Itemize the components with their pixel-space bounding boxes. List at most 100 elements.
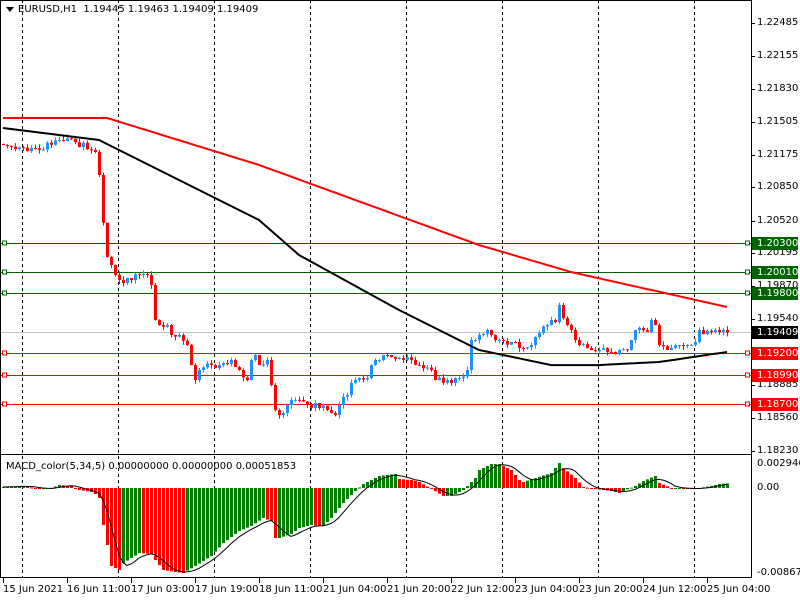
macd-bar xyxy=(678,488,681,489)
candle-bear xyxy=(654,319,657,326)
dropdown-triangle-icon[interactable] xyxy=(6,6,14,12)
macd-bar xyxy=(242,488,245,530)
macd-axis-label: 0.0029469 xyxy=(757,458,800,469)
macd-bar xyxy=(338,488,341,509)
candle-bear xyxy=(78,142,81,147)
candle-bear xyxy=(710,330,713,332)
time-axis-label: 17 Jun 03:00 xyxy=(131,584,195,595)
candle-bull xyxy=(398,358,401,360)
macd-bar xyxy=(614,488,617,493)
candle-bull xyxy=(678,345,681,347)
candle-bull xyxy=(694,342,697,346)
macd-bar xyxy=(310,488,313,525)
level-handle-icon xyxy=(745,290,750,296)
candle-bull xyxy=(134,274,137,281)
macd-bar xyxy=(94,488,97,495)
macd-bar xyxy=(34,488,37,489)
candle-bull xyxy=(230,360,233,364)
time-axis-label: 25 Jun 04:00 xyxy=(707,584,771,595)
macd-bar xyxy=(290,488,293,535)
candle-bull xyxy=(542,326,545,333)
macd-bar xyxy=(170,488,173,572)
candle-bear xyxy=(110,257,113,265)
candle-bear xyxy=(518,342,521,348)
macd-bar xyxy=(538,476,541,488)
macd-bar xyxy=(202,488,205,561)
macd-bar xyxy=(302,488,305,527)
macd-bar xyxy=(570,474,573,488)
candle-bull xyxy=(314,402,317,409)
candle-bull xyxy=(526,347,529,349)
candle-bull xyxy=(254,354,257,361)
candle-bull xyxy=(290,399,293,405)
candle-bull xyxy=(674,345,677,348)
price-axis-label: 1.18885 xyxy=(757,379,799,391)
macd-bar xyxy=(350,488,353,496)
candle-bull xyxy=(538,332,541,337)
macd-bar xyxy=(474,478,477,488)
candle-bear xyxy=(606,348,609,352)
time-axis-label: 16 Jun 11:00 xyxy=(67,584,131,595)
macd-bar xyxy=(618,488,621,494)
candle-bull xyxy=(426,367,429,369)
candle-bear xyxy=(50,142,53,145)
macd-bar xyxy=(426,486,429,488)
candle-bear xyxy=(150,275,153,285)
level-price-tag: 1.19200 xyxy=(752,347,798,361)
macd-bar xyxy=(182,488,185,573)
macd-bar xyxy=(98,488,101,498)
time-axis-label: 22 Jun 12:00 xyxy=(451,584,515,595)
macd-bar xyxy=(682,488,685,489)
candle-bear xyxy=(386,354,389,356)
macd-bar xyxy=(210,488,213,556)
macd-bar xyxy=(582,487,585,489)
price-axis-label: 1.22155 xyxy=(757,50,799,62)
price-axis-label: 1.18560 xyxy=(757,411,799,423)
macd-bar xyxy=(674,488,677,489)
current-price-tag: 1.19409 xyxy=(752,326,798,340)
macd-bar xyxy=(634,485,637,488)
candle-bull xyxy=(54,140,57,145)
candle-bear xyxy=(158,319,161,326)
candle-bear xyxy=(122,280,125,283)
level-handle-icon xyxy=(745,240,750,246)
candle-bear xyxy=(666,346,669,350)
macd-bar xyxy=(406,479,409,488)
candle-bull xyxy=(222,363,225,366)
macd-bar xyxy=(90,488,93,492)
candle-bear xyxy=(326,405,329,411)
macd-bar xyxy=(6,486,9,488)
macd-bar xyxy=(346,488,349,500)
price-axis-label: 1.20195 xyxy=(757,247,799,259)
candle-bear xyxy=(682,345,685,347)
candle-bull xyxy=(342,396,345,405)
macd-bar xyxy=(462,488,465,491)
candle-bull xyxy=(282,413,285,416)
candle-bull xyxy=(558,304,561,322)
macd-bar xyxy=(506,468,509,488)
candle-bear xyxy=(330,410,333,414)
candle-bear xyxy=(702,329,705,335)
macd-bar xyxy=(418,481,421,488)
time-axis-label: 15 Jun 2021 xyxy=(3,584,64,595)
macd-bar xyxy=(186,488,189,571)
price-axis-label: 1.22485 xyxy=(757,17,799,28)
chart-header: EURUSD,H1 1.19445 1.19463 1.19409 1.1940… xyxy=(6,4,258,15)
macd-bar xyxy=(334,488,337,514)
candle-bear xyxy=(258,354,261,366)
macd-bar xyxy=(466,486,469,488)
macd-bar xyxy=(726,483,729,488)
macd-bar xyxy=(174,488,177,572)
macd-bar xyxy=(366,482,369,488)
candle-bull xyxy=(198,369,201,381)
macd-bar xyxy=(206,488,209,559)
macd-bar xyxy=(450,488,453,496)
level-handle-icon xyxy=(2,372,7,378)
macd-bar xyxy=(550,472,553,488)
candle-bull xyxy=(66,138,69,142)
candle-bear xyxy=(494,334,497,341)
macd-bar xyxy=(638,483,641,488)
macd-bar xyxy=(322,488,325,526)
macd-bar xyxy=(654,475,657,488)
